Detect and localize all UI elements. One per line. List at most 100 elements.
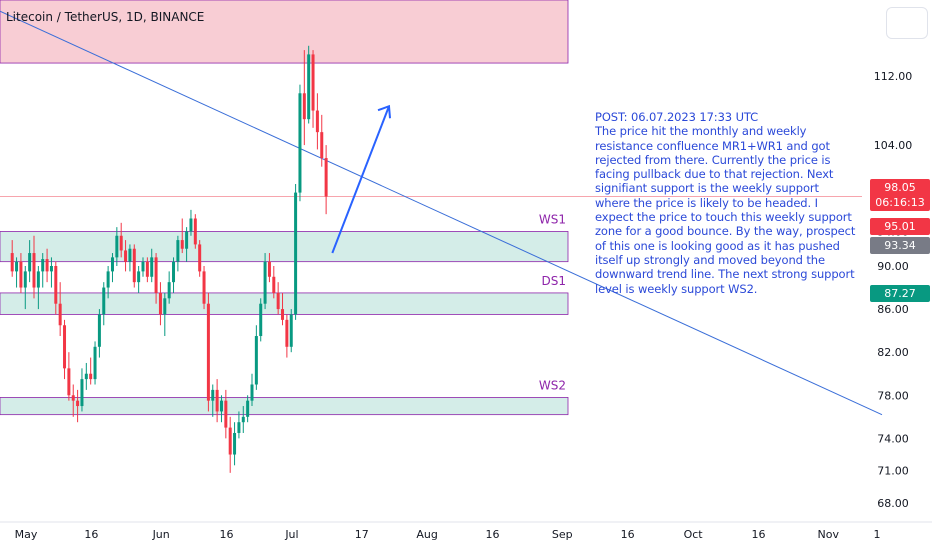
candle-body[interactable] (228, 427, 232, 455)
candle-body[interactable] (237, 422, 241, 433)
candle-body[interactable] (76, 400, 80, 407)
candle-body[interactable] (80, 379, 84, 407)
candle-body[interactable] (193, 218, 197, 245)
candle-body[interactable] (315, 110, 319, 133)
candle-body[interactable] (58, 303, 62, 326)
candle-body[interactable] (311, 54, 315, 111)
candle-body[interactable] (215, 389, 219, 412)
candle-body[interactable] (137, 271, 141, 283)
candle-body[interactable] (154, 257, 158, 293)
candle-body[interactable] (93, 346, 97, 380)
candle-body[interactable] (54, 266, 58, 304)
candle-body[interactable] (132, 248, 136, 283)
resistance-zone[interactable] (0, 0, 569, 64)
y-tick-label: 86.00 (877, 303, 909, 316)
candle-body[interactable] (32, 253, 36, 288)
candle-body[interactable] (246, 400, 250, 417)
candle-body[interactable] (23, 271, 27, 288)
candle-body[interactable] (145, 261, 149, 277)
candle-body[interactable] (97, 314, 101, 347)
candle-body[interactable] (128, 248, 132, 262)
candle-body[interactable] (124, 250, 128, 262)
candle-body[interactable] (185, 231, 189, 249)
candle-body[interactable] (41, 259, 45, 272)
candle-body[interactable] (150, 257, 154, 277)
x-tick-label: 16 (621, 528, 635, 541)
candle-body[interactable] (198, 244, 202, 272)
x-tick-label: Oct (684, 528, 704, 541)
candle-body[interactable] (110, 257, 114, 272)
candle-body[interactable] (250, 384, 254, 401)
candle-body[interactable] (163, 298, 167, 315)
y-tick-label: 68.00 (877, 497, 909, 510)
price-tag (870, 179, 930, 211)
candle-body[interactable] (63, 325, 67, 369)
symbol-title[interactable]: Litecoin / TetherUS, 1D, BINANCE (6, 10, 205, 24)
chart-widget-button[interactable] (886, 7, 928, 39)
candle-body[interactable] (202, 271, 206, 304)
candle-body[interactable] (102, 287, 106, 315)
candle-body[interactable] (219, 400, 223, 412)
candle-body[interactable] (233, 432, 237, 455)
candle-body[interactable] (172, 261, 176, 283)
candle-body[interactable] (36, 271, 40, 288)
projection-arrow[interactable] (331, 105, 390, 254)
candle-body[interactable] (263, 261, 267, 304)
price-tag (870, 237, 930, 254)
candle-body[interactable] (28, 253, 32, 272)
zone-label-ws2: WS2 (539, 378, 566, 392)
y-tick-label: 90.00 (877, 260, 909, 273)
x-tick-label: 16 (486, 528, 500, 541)
candle-body[interactable] (272, 276, 276, 293)
candle-body[interactable] (224, 400, 228, 428)
note-post-line: POST: 06.07.2023 17:33 UTC (595, 110, 759, 124)
candle-body[interactable] (180, 240, 184, 249)
note-body: The price hit the monthly and weekly res… (595, 124, 856, 296)
candle-body[interactable] (49, 266, 53, 272)
candle-body[interactable] (298, 93, 302, 193)
candle-body[interactable] (254, 336, 258, 385)
candle-body[interactable] (176, 240, 180, 262)
candle-body[interactable] (289, 314, 293, 347)
x-tick-label: 1 (874, 528, 881, 541)
candle-body[interactable] (45, 259, 49, 272)
y-tick-label: 78.00 (877, 389, 909, 402)
downtrend-line[interactable] (0, 10, 883, 416)
candle-body[interactable] (19, 261, 23, 288)
candle-body[interactable] (241, 416, 245, 423)
candle-body[interactable] (294, 192, 298, 315)
x-tick-label: Jun (152, 528, 170, 541)
x-tick-label: May (15, 528, 38, 541)
x-tick-label: Nov (818, 528, 840, 541)
candle-body[interactable] (84, 373, 88, 380)
candle-body[interactable] (141, 261, 145, 272)
candle-body[interactable] (189, 218, 193, 232)
candle-body[interactable] (67, 368, 71, 396)
candle-body[interactable] (89, 373, 93, 380)
candle-body[interactable] (167, 282, 171, 299)
candle-body[interactable] (115, 235, 119, 258)
candle-body[interactable] (259, 303, 263, 337)
candle-body[interactable] (285, 319, 289, 347)
candle-body[interactable] (206, 303, 210, 401)
candle-body[interactable] (324, 158, 328, 197)
candle-body[interactable] (307, 54, 311, 120)
candle-body[interactable] (106, 271, 110, 288)
candle-body[interactable] (158, 292, 162, 315)
support-zone-ws2[interactable] (0, 397, 569, 416)
candle-body[interactable] (71, 395, 75, 401)
candle-body[interactable] (281, 309, 285, 320)
candle-body[interactable] (267, 261, 271, 277)
candle-body[interactable] (211, 389, 215, 401)
candle-body[interactable] (119, 235, 123, 251)
x-tick-label: 16 (220, 528, 234, 541)
candle-body[interactable] (10, 253, 14, 272)
candle-body[interactable] (276, 292, 280, 310)
candle-body[interactable] (15, 261, 19, 272)
candle-body[interactable] (302, 93, 306, 120)
support-zone-ws1[interactable] (0, 231, 569, 263)
candle-body[interactable] (320, 132, 324, 159)
y-tick-label: 74.00 (877, 432, 909, 445)
